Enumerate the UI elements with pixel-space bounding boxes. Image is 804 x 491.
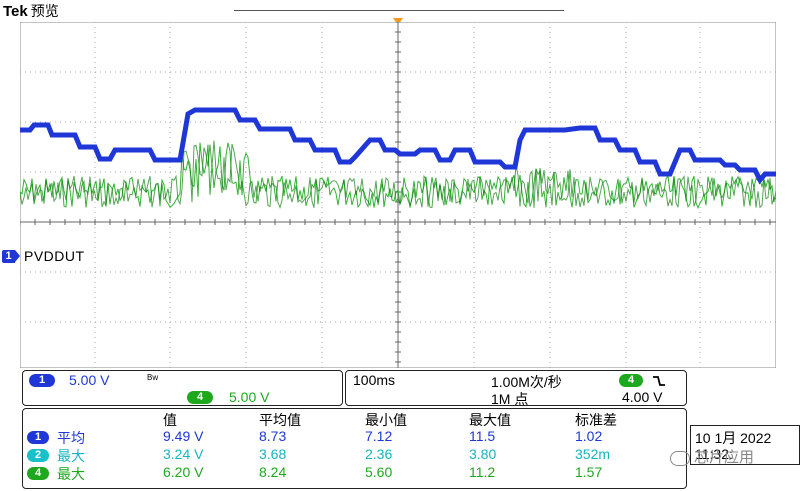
ch1-waveform <box>20 107 776 185</box>
bandwidth-limit-icon: Bw <box>147 373 159 382</box>
header-stddev: 标准差 <box>575 412 617 428</box>
row3-stddev: 1.57 <box>575 464 603 480</box>
ch1-badge: 1 <box>29 374 55 387</box>
row3-value: 6.20 V <box>163 464 204 480</box>
row2-channel-badge: 2 <box>27 449 49 462</box>
row2-mean: 3.68 <box>259 446 287 462</box>
row2-type: 最大 <box>57 448 85 464</box>
record-length: 1M 点 <box>491 391 529 407</box>
row3-channel-badge: 4 <box>27 467 49 480</box>
row3-type: 最大 <box>57 466 85 482</box>
header-mean: 平均值 <box>259 412 301 428</box>
header-min: 最小值 <box>365 412 407 428</box>
row1-max: 11.5 <box>469 428 496 444</box>
row1-type: 平均 <box>57 430 85 446</box>
ch1-name-label: PVDDUT <box>24 248 85 264</box>
time: 11:32: <box>695 446 733 462</box>
watermark: 芯片应用 <box>670 446 754 467</box>
row1-channel-badge: 1 <box>27 431 49 444</box>
row2-stddev: 352m <box>575 446 611 462</box>
graticule <box>20 22 776 368</box>
header-value: 值 <box>163 412 177 428</box>
trigger-level: 4.00 V <box>622 389 663 405</box>
mode-label: 预览 <box>30 3 59 19</box>
record-position-bar <box>234 10 564 11</box>
row2-min: 2.36 <box>365 446 393 462</box>
row1-stddev: 1.02 <box>575 428 603 444</box>
row1-mean: 8.73 <box>259 428 287 444</box>
row1-value: 9.49 V <box>163 428 204 444</box>
time-scale: 100ms <box>353 372 396 388</box>
sample-rate: 1.00M次/秒 <box>491 374 562 390</box>
ch1-ground-marker[interactable]: 1 <box>2 250 20 263</box>
ch4-waveform <box>20 140 776 210</box>
falling-edge-icon <box>653 376 665 386</box>
row2-max: 3.80 <box>469 446 497 462</box>
datetime-panel: 10 1月 2022 11:32: <box>690 425 800 465</box>
watermark-text: 芯片应用 <box>694 449 755 466</box>
ch1-scale: 5.00 V <box>69 372 110 388</box>
brand-logo: Tek <box>3 3 28 20</box>
row3-max: 11.2 <box>469 464 496 480</box>
brand: Tek 预览 <box>3 1 59 21</box>
row1-min: 7.12 <box>365 428 393 444</box>
status-header: Tek 预览 <box>0 0 804 25</box>
row2-value: 3.24 V <box>163 446 204 462</box>
ch4-badge: 4 <box>187 391 213 404</box>
vertical-settings-panel[interactable]: 1 5.00 V Bw 4 5.00 V <box>22 370 343 406</box>
measurement-panel[interactable]: 值 平均值 最小值 最大值 标准差 1 平均 9.49 V 8.73 7.12 … <box>22 408 687 489</box>
row3-mean: 8.24 <box>259 464 287 480</box>
waveform-display[interactable] <box>20 22 776 368</box>
timebase-panel[interactable]: 100ms 1.00M次/秒 1M 点 4 4.00 V <box>345 370 687 407</box>
row3-min: 5.60 <box>365 464 393 480</box>
ch4-scale: 5.00 V <box>229 389 270 405</box>
trigger-source-badge: 4 <box>619 374 643 387</box>
wechat-icon <box>670 450 690 466</box>
header-max: 最大值 <box>469 412 511 428</box>
date: 10 1月 2022 <box>695 430 772 446</box>
